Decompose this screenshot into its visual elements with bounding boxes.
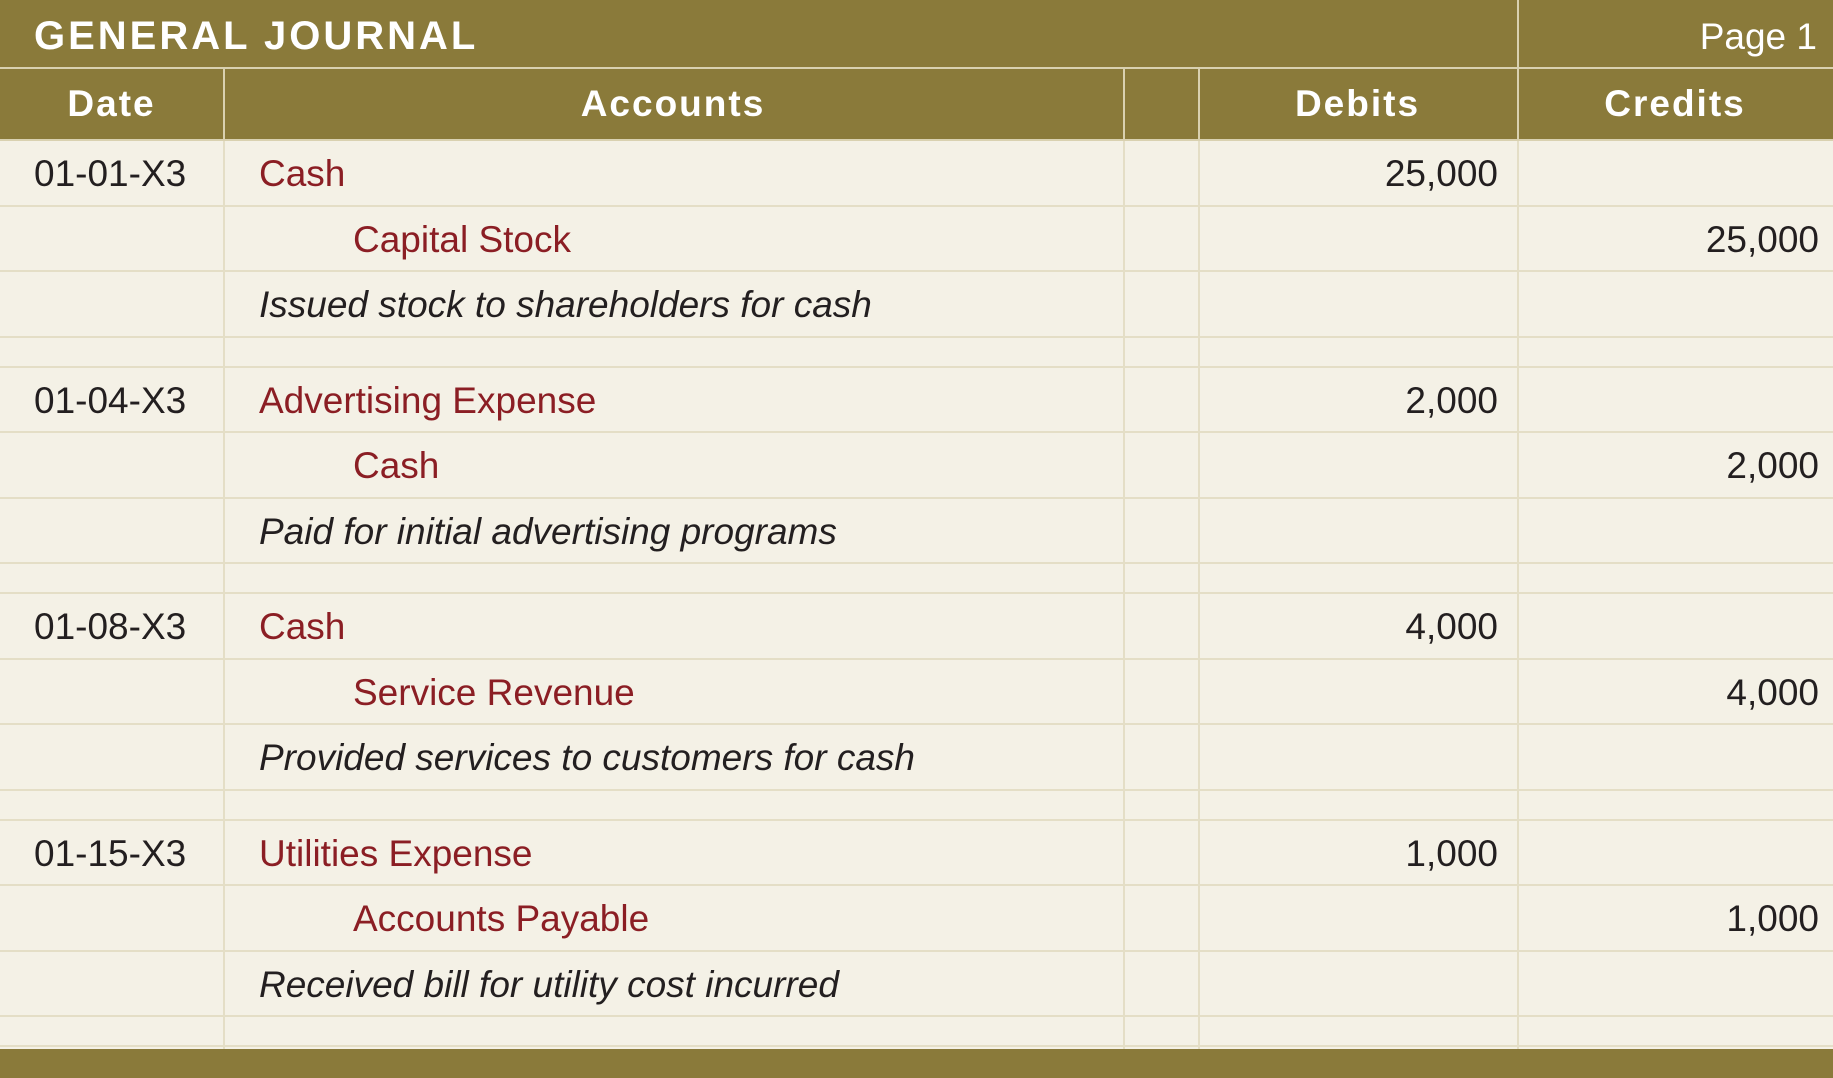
table-row: Issued stock to shareholders for cash xyxy=(0,272,1833,338)
table-row: 01-01-X3 Cash 25,000 xyxy=(0,141,1833,207)
column-header-row: Date Accounts Debits Credits xyxy=(0,69,1833,141)
footer-bar xyxy=(0,1049,1833,1078)
column-divider xyxy=(223,141,225,1049)
entry-date: 01-15-X3 xyxy=(34,832,187,874)
debit-account: Cash xyxy=(259,606,346,647)
credit-amount: 2,000 xyxy=(1726,445,1819,486)
debit-amount: 2,000 xyxy=(1405,379,1498,421)
debit-amount: 4,000 xyxy=(1405,606,1498,647)
credit-account: Accounts Payable xyxy=(353,898,650,939)
table-row: Capital Stock 25,000 xyxy=(0,207,1833,272)
table-row: Provided services to customers for cash xyxy=(0,725,1833,791)
table-row: Cash 2,000 xyxy=(0,433,1833,499)
divider xyxy=(1123,69,1125,141)
entry-date: 01-04-X3 xyxy=(34,379,187,421)
column-header-debits: Debits xyxy=(1294,83,1421,124)
entry-memo: Received bill for utility cost incurred xyxy=(259,963,839,1005)
column-header-accounts: Accounts xyxy=(580,83,766,124)
entry-memo: Issued stock to shareholders for cash xyxy=(259,284,872,325)
table-row: 01-15-X3 Utilities Expense 1,000 xyxy=(0,821,1833,886)
debit-account: Utilities Expense xyxy=(259,832,533,874)
entry-memo: Provided services to customers for cash xyxy=(259,737,915,778)
spacer-row xyxy=(0,564,1833,594)
credit-amount: 1,000 xyxy=(1726,898,1819,939)
table-row: Received bill for utility cost incurred xyxy=(0,952,1833,1017)
divider xyxy=(1517,69,1519,141)
debit-account: Advertising Expense xyxy=(259,379,597,421)
column-header-credits: Credits xyxy=(1604,83,1746,124)
column-header-date: Date xyxy=(67,83,156,124)
table-row: 01-08-X3 Cash 4,000 xyxy=(0,594,1833,660)
credit-account: Service Revenue xyxy=(353,671,635,713)
spacer-row xyxy=(0,791,1833,821)
entry-memo: Paid for initial advertising programs xyxy=(259,510,837,552)
table-row: 01-04-X3 Advertising Expense 2,000 xyxy=(0,368,1833,433)
journal-title: GENERAL JOURNAL xyxy=(34,14,479,58)
debit-account: Cash xyxy=(259,153,346,194)
page-number: Page 1 xyxy=(1699,16,1817,57)
table-row: Service Revenue 4,000 xyxy=(0,660,1833,725)
credit-account: Cash xyxy=(353,445,440,486)
column-divider xyxy=(1198,141,1200,1049)
entry-date: 01-01-X3 xyxy=(34,153,187,194)
spacer-row xyxy=(0,338,1833,368)
debit-amount: 25,000 xyxy=(1384,153,1498,194)
spacer-row xyxy=(0,1017,1833,1047)
table-row: Accounts Payable 1,000 xyxy=(0,886,1833,952)
credit-account: Capital Stock xyxy=(353,218,571,260)
credit-amount: 4,000 xyxy=(1726,671,1819,713)
journal-title-bar: GENERAL JOURNAL Page 1 xyxy=(0,0,1833,69)
divider xyxy=(223,69,225,141)
table-row: Paid for initial advertising programs xyxy=(0,499,1833,564)
column-divider xyxy=(1517,141,1519,1049)
column-divider xyxy=(1123,141,1125,1049)
divider xyxy=(1517,0,1519,69)
debit-amount: 1,000 xyxy=(1405,832,1498,874)
divider xyxy=(1198,69,1200,141)
credit-amount: 25,000 xyxy=(1705,218,1819,260)
entry-date: 01-08-X3 xyxy=(34,606,187,647)
